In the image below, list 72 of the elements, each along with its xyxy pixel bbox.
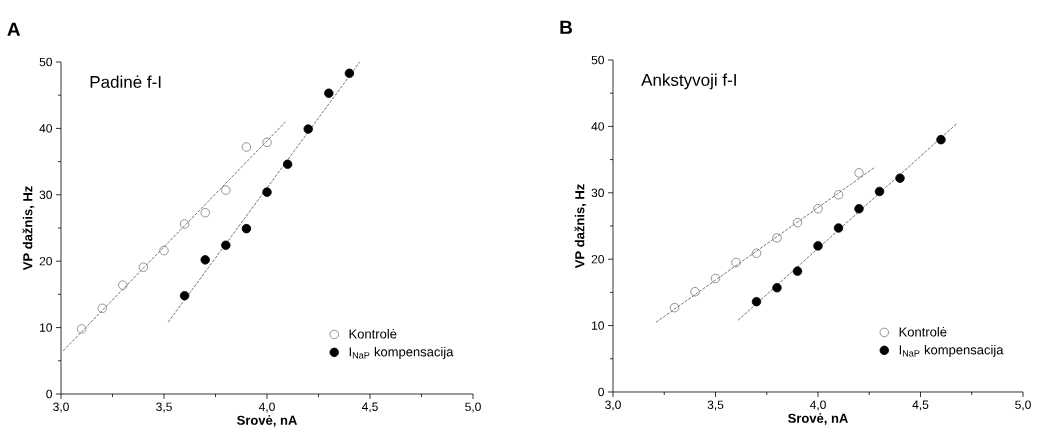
x-tick-label: 3,5 xyxy=(707,400,724,411)
point xyxy=(282,159,293,169)
point xyxy=(303,124,313,134)
point xyxy=(221,240,231,250)
legend-label: Kontrolė xyxy=(349,328,397,339)
y-tick-label: 0 xyxy=(46,389,53,399)
y-tick-label: 20 xyxy=(39,256,53,266)
point xyxy=(221,185,231,195)
legend-label: I$_{NaP}$ kompensacija xyxy=(349,346,454,360)
point xyxy=(138,262,149,272)
point xyxy=(874,186,885,197)
x-tick-label: 3,0 xyxy=(53,402,69,413)
legend-label: I$_{NaP}$ kompensacija xyxy=(899,344,1004,358)
point xyxy=(241,142,252,152)
point xyxy=(97,303,107,314)
point xyxy=(324,88,334,98)
point xyxy=(710,273,721,284)
point xyxy=(792,266,803,276)
x-axis-title: Srovė, nA xyxy=(237,415,297,427)
y-tick-label: 30 xyxy=(39,190,53,200)
y-tick-label: 50 xyxy=(39,57,53,67)
point xyxy=(690,287,700,297)
point xyxy=(772,233,782,243)
point xyxy=(813,241,823,251)
point xyxy=(751,248,762,258)
x-tick-label: 4,5 xyxy=(361,402,378,413)
point xyxy=(833,223,844,233)
point xyxy=(200,255,210,265)
y-axis-title: VP dažnis, Hz xyxy=(22,186,35,271)
point xyxy=(200,208,210,218)
y-tick-label: 10 xyxy=(592,321,605,330)
chart-title: B xyxy=(560,20,572,34)
point xyxy=(159,245,169,256)
annotation: Ankstyvoji f-I xyxy=(641,73,736,90)
x-axis-title: Srovė, nA xyxy=(788,413,848,425)
y-tick-label: 30 xyxy=(591,188,605,198)
chart-title: A xyxy=(7,22,21,36)
point xyxy=(669,302,680,313)
point xyxy=(76,324,87,334)
x-tick-label: 3,0 xyxy=(605,400,621,411)
y-tick-label: 10 xyxy=(40,323,53,332)
point xyxy=(833,190,844,200)
point xyxy=(179,219,190,229)
point xyxy=(854,204,864,214)
point xyxy=(751,296,762,307)
x-tick-label: 3,5 xyxy=(156,402,172,413)
point xyxy=(792,217,803,228)
y-tick-label: 40 xyxy=(39,124,53,133)
point xyxy=(936,134,946,145)
legend-label: Kontrolė xyxy=(899,326,947,337)
x-tick-label: 5,0 xyxy=(465,402,481,413)
y-tick-label: 40 xyxy=(591,122,605,131)
point xyxy=(262,187,272,197)
x-tick-label: 5,0 xyxy=(1015,400,1031,411)
y-axis-title: VP dažnis, Hz xyxy=(574,184,587,269)
point xyxy=(731,257,741,268)
point xyxy=(179,291,190,301)
y-tick-label: 50 xyxy=(591,55,605,65)
point xyxy=(854,168,864,178)
point xyxy=(895,173,905,183)
point xyxy=(241,223,252,234)
y-tick-label: 0 xyxy=(598,387,605,397)
y-tick-label: 20 xyxy=(591,254,605,264)
x-tick-label: 4,0 xyxy=(258,402,275,413)
point xyxy=(813,204,823,214)
point xyxy=(118,280,128,290)
point xyxy=(344,68,355,78)
point xyxy=(772,283,782,293)
point xyxy=(262,137,272,148)
annotation: Padinė f-I xyxy=(90,75,161,88)
x-tick-label: 4,5 xyxy=(912,400,929,411)
x-tick-label: 4,0 xyxy=(809,400,826,411)
